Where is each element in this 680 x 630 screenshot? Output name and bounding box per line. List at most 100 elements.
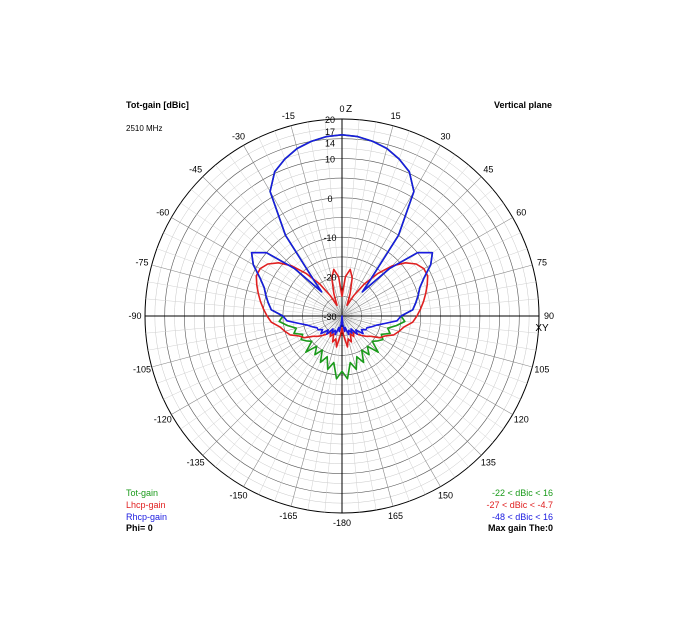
grid-spoke-major [151,264,343,317]
angle-label: -150 [229,490,247,500]
legend-lhcp-gain: Lhcp-gain [126,500,166,511]
grid-spoke-minor [341,315,504,430]
angle-label: 15 [391,111,401,121]
angle-label: 150 [438,490,453,500]
grid-spoke-minor [341,121,377,317]
radial-label: 0 [327,194,332,204]
grid-spoke-major [341,315,441,487]
grid-spoke-minor [190,315,343,443]
grid-spoke-minor [341,281,537,317]
angle-label: 105 [534,365,549,375]
legend-lhcp-gain-label: Lhcp-gain [126,500,166,510]
grid-spoke-minor [145,315,343,334]
grid-spoke-major [341,176,482,317]
grid-spoke-minor [274,130,343,317]
grid-spoke-major [202,315,343,456]
grid-spoke-minor [341,130,410,317]
grid-spoke-minor [163,232,343,317]
grid-spoke-minor [341,137,426,317]
series-line-lhcp-gain [255,262,429,348]
grid-spoke-major [171,217,343,317]
grid-spoke-major [151,315,343,368]
grid-spoke-minor [341,315,539,334]
angle-label: 120 [514,415,529,425]
angle-label: -30 [232,132,245,142]
radial-label: -30 [323,312,336,322]
grid-spoke-major [341,315,394,507]
legend-rhcp-gain-label: Rhcp-gain [126,512,168,522]
radial-label: -10 [323,233,336,243]
grid-spoke-minor [228,315,343,478]
grid-spoke-minor [341,315,410,502]
grid-spoke-minor [341,315,456,478]
grid-spoke-minor [341,202,504,317]
range-rhcp-gain: -48 < dBic < 16 [491,512,553,522]
frequency-label: 2510 MHz [126,124,163,133]
range-tot-gain: -22 < dBic < 16 [491,488,553,498]
grid-spoke-minor [341,248,528,317]
legend-rhcp-gain: Rhcp-gain [126,512,167,523]
chart-title: Tot-gain [dBic] [126,100,189,110]
grid-spoke-major [341,315,533,368]
grid-spoke-minor [156,315,343,384]
radial-label: 17 [325,127,335,137]
angle-label: 0 [339,104,344,114]
grid-spoke-minor [156,248,343,317]
angle-label: -165 [279,511,297,521]
radial-label: 20 [325,115,335,125]
angle-label: 60 [516,208,526,218]
grid-spoke-major [202,176,343,317]
angle-label: 45 [483,165,493,175]
grid-spoke-major [243,145,343,317]
grid-spoke-minor [341,315,377,511]
range-lhcp-gain: -27 < dBic < -4.7 [486,500,553,510]
grid-spoke-minor [341,315,469,468]
grid-spoke-minor [258,315,343,495]
angle-label: -180 [333,518,351,528]
grid-spoke-major [171,315,343,415]
max-gain-label: Max gain The:0 [487,523,553,533]
angle-label: -60 [156,208,169,218]
angle-label: -120 [154,415,172,425]
grid-spoke-minor [341,298,539,317]
grid-spoke-minor [180,315,343,430]
grid-spoke-major [243,315,343,487]
grid-spoke-minor [147,315,343,351]
angle-label: 30 [440,132,450,142]
grid-spoke-minor [274,315,343,502]
radial-label: 10 [325,154,335,164]
grid-spoke-minor [147,281,343,317]
angle-label: -75 [136,257,149,267]
grid-spoke-minor [307,121,343,317]
grid-spoke-minor [163,315,343,400]
grid-spoke-minor [258,137,343,317]
grid-spoke-minor [341,315,494,443]
angle-label: 165 [388,511,403,521]
angle-label: 90 [544,311,554,321]
axis-z-label: Z [346,104,352,115]
angle-label: 135 [481,457,496,467]
grid-spoke-minor [307,315,343,511]
grid-spoke-major [341,315,482,456]
legend-tot-gain-label: Tot-gain [126,488,159,498]
angle-label: -45 [189,165,202,175]
grid-spoke-minor [341,315,360,513]
plane-label: Vertical plane [493,100,552,110]
grid-spoke-minor [341,315,528,384]
grid-spoke-major [341,125,394,317]
grid-spoke-major [341,145,441,317]
angle-label: -105 [133,365,151,375]
grid-spoke-major [290,315,343,507]
legend-tot-gain: Tot-gain [126,488,158,499]
grid-spoke-major [341,217,513,317]
grid-spoke-minor [145,298,343,317]
grid-spoke-minor [341,315,521,400]
angle-label: 75 [537,257,547,267]
grid-spoke-minor [341,315,426,495]
angle-label: -135 [187,457,205,467]
grid-spoke-minor [180,202,343,317]
radial-label: 14 [325,139,335,149]
angle-label: -90 [128,311,141,321]
radial-label: -20 [323,273,336,283]
